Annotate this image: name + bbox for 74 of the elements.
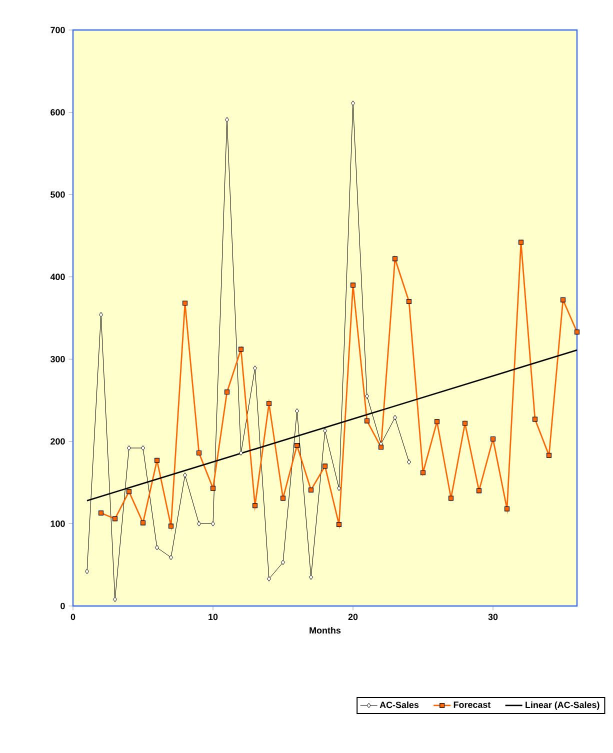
point [238, 450, 244, 456]
point [140, 520, 146, 526]
point [392, 414, 398, 420]
point [364, 418, 370, 424]
point [84, 568, 90, 574]
point [294, 408, 300, 414]
point [266, 576, 272, 582]
point [182, 300, 188, 306]
point [476, 488, 482, 494]
point [322, 464, 328, 469]
point [98, 312, 104, 318]
point [210, 486, 216, 491]
point [224, 117, 230, 122]
y-tick-label: 300 [50, 356, 65, 362]
legend-label: AC-Sales [380, 701, 419, 708]
point [322, 428, 328, 434]
x-tick-label: 10 [208, 614, 218, 620]
point [308, 574, 314, 580]
point [336, 522, 342, 528]
point [154, 544, 160, 550]
point [140, 445, 146, 451]
legend-label: Forecast [454, 702, 491, 708]
point [560, 297, 566, 302]
point [168, 554, 174, 560]
point [448, 496, 454, 501]
point [392, 256, 398, 262]
point [196, 450, 202, 456]
point [420, 470, 426, 476]
point [210, 521, 216, 526]
point [350, 282, 356, 288]
x-tick-label: 20 [348, 614, 358, 620]
x-axis-title: Months [310, 626, 341, 634]
y-tick-label: 200 [50, 438, 65, 445]
y-tick-label: 500 [50, 191, 65, 198]
point [294, 443, 300, 448]
point [154, 458, 160, 463]
point [126, 489, 132, 494]
y-tick-label: 400 [50, 274, 65, 280]
point [336, 486, 342, 491]
point [406, 299, 412, 304]
x-tick-label: 30 [488, 614, 498, 620]
legend-label: Linear (AC-Sales) [526, 701, 600, 710]
point [462, 420, 468, 426]
point [252, 503, 258, 508]
point [98, 510, 104, 516]
y-tick-label: 600 [50, 109, 65, 116]
point [112, 516, 118, 522]
point [168, 524, 174, 529]
point [350, 100, 356, 106]
point [518, 240, 524, 245]
point [546, 452, 552, 458]
point [532, 416, 538, 422]
point [126, 445, 132, 451]
point [112, 596, 118, 602]
point [574, 329, 580, 334]
point [224, 390, 230, 395]
point [266, 401, 272, 406]
y-tick-label: 0 [60, 602, 65, 610]
point [378, 444, 384, 450]
point [252, 366, 258, 371]
point [280, 560, 286, 566]
point [280, 496, 286, 501]
point [196, 521, 202, 526]
point [364, 394, 370, 399]
point [490, 436, 496, 442]
point [238, 346, 244, 352]
x-tick-label: 0 [70, 614, 76, 620]
point [308, 487, 314, 492]
point [182, 472, 188, 478]
point [504, 506, 510, 512]
point [434, 419, 440, 424]
point [406, 459, 412, 465]
y-tick-label: 700 [50, 26, 65, 34]
y-tick-label: 100 [50, 520, 65, 527]
